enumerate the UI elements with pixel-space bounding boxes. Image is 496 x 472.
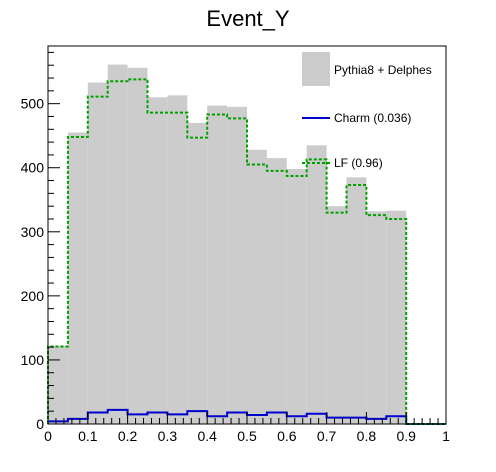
hist-bar <box>87 82 108 424</box>
hist-bar <box>107 64 128 425</box>
x-tick-label: 0.1 <box>78 428 98 444</box>
hist-bar <box>247 149 267 424</box>
y-tick-label: 300 <box>21 224 45 240</box>
hist-bar <box>207 105 228 424</box>
y-tick-label: 0 <box>36 416 44 432</box>
hist-bar <box>366 211 387 424</box>
hist-bar <box>386 210 407 424</box>
y-tick-label: 500 <box>21 96 45 112</box>
series-line-2 <box>47 78 446 425</box>
legend-swatch-pythia <box>302 52 330 86</box>
x-tick-label: 1 <box>442 428 450 444</box>
x-tick-label: 0.5 <box>237 428 257 444</box>
x-tick-label: 0.8 <box>357 428 377 444</box>
x-tick-label: 0.9 <box>396 428 416 444</box>
hist-bar <box>266 158 287 424</box>
y-tick-label: 100 <box>21 352 45 368</box>
legend: Pythia8 + Delphes Charm (0.036) LF (0.96… <box>302 52 432 170</box>
hist-bar <box>127 67 148 424</box>
hist-bar <box>286 169 307 424</box>
legend-label-lf: LF (0.96) <box>334 156 383 170</box>
hist-bar <box>227 106 247 424</box>
x-tick-label: 0.6 <box>277 428 297 444</box>
hist-bar <box>187 122 208 425</box>
hist-bar <box>167 95 188 424</box>
x-tick-label: 0 <box>44 428 52 444</box>
legend-label-charm: Charm (0.036) <box>334 111 411 125</box>
x-tick-label: 0.4 <box>197 428 217 444</box>
axes: 0 0.1 0.2 0.3 0.4 0.5 0.6 0.7 0.8 0.9 1 0 100 200 300 4… <box>21 45 450 444</box>
x-tick-label: 0.7 <box>317 428 337 444</box>
hist-bar <box>346 177 367 424</box>
hist-bar <box>147 97 168 424</box>
chart-title: Event_Y <box>206 6 289 31</box>
legend-label-pythia: Pythia8 + Delphes <box>334 63 432 77</box>
hist-bar <box>326 206 347 424</box>
hist-bar <box>48 345 68 424</box>
hist-bar <box>67 132 88 425</box>
x-tick-label: 0.2 <box>118 428 138 444</box>
hist-bar <box>306 145 327 424</box>
y-tick-label: 400 <box>21 160 45 176</box>
data-area <box>48 64 407 425</box>
x-tick-label: 0.3 <box>158 428 178 444</box>
y-tick-label: 200 <box>21 288 45 304</box>
